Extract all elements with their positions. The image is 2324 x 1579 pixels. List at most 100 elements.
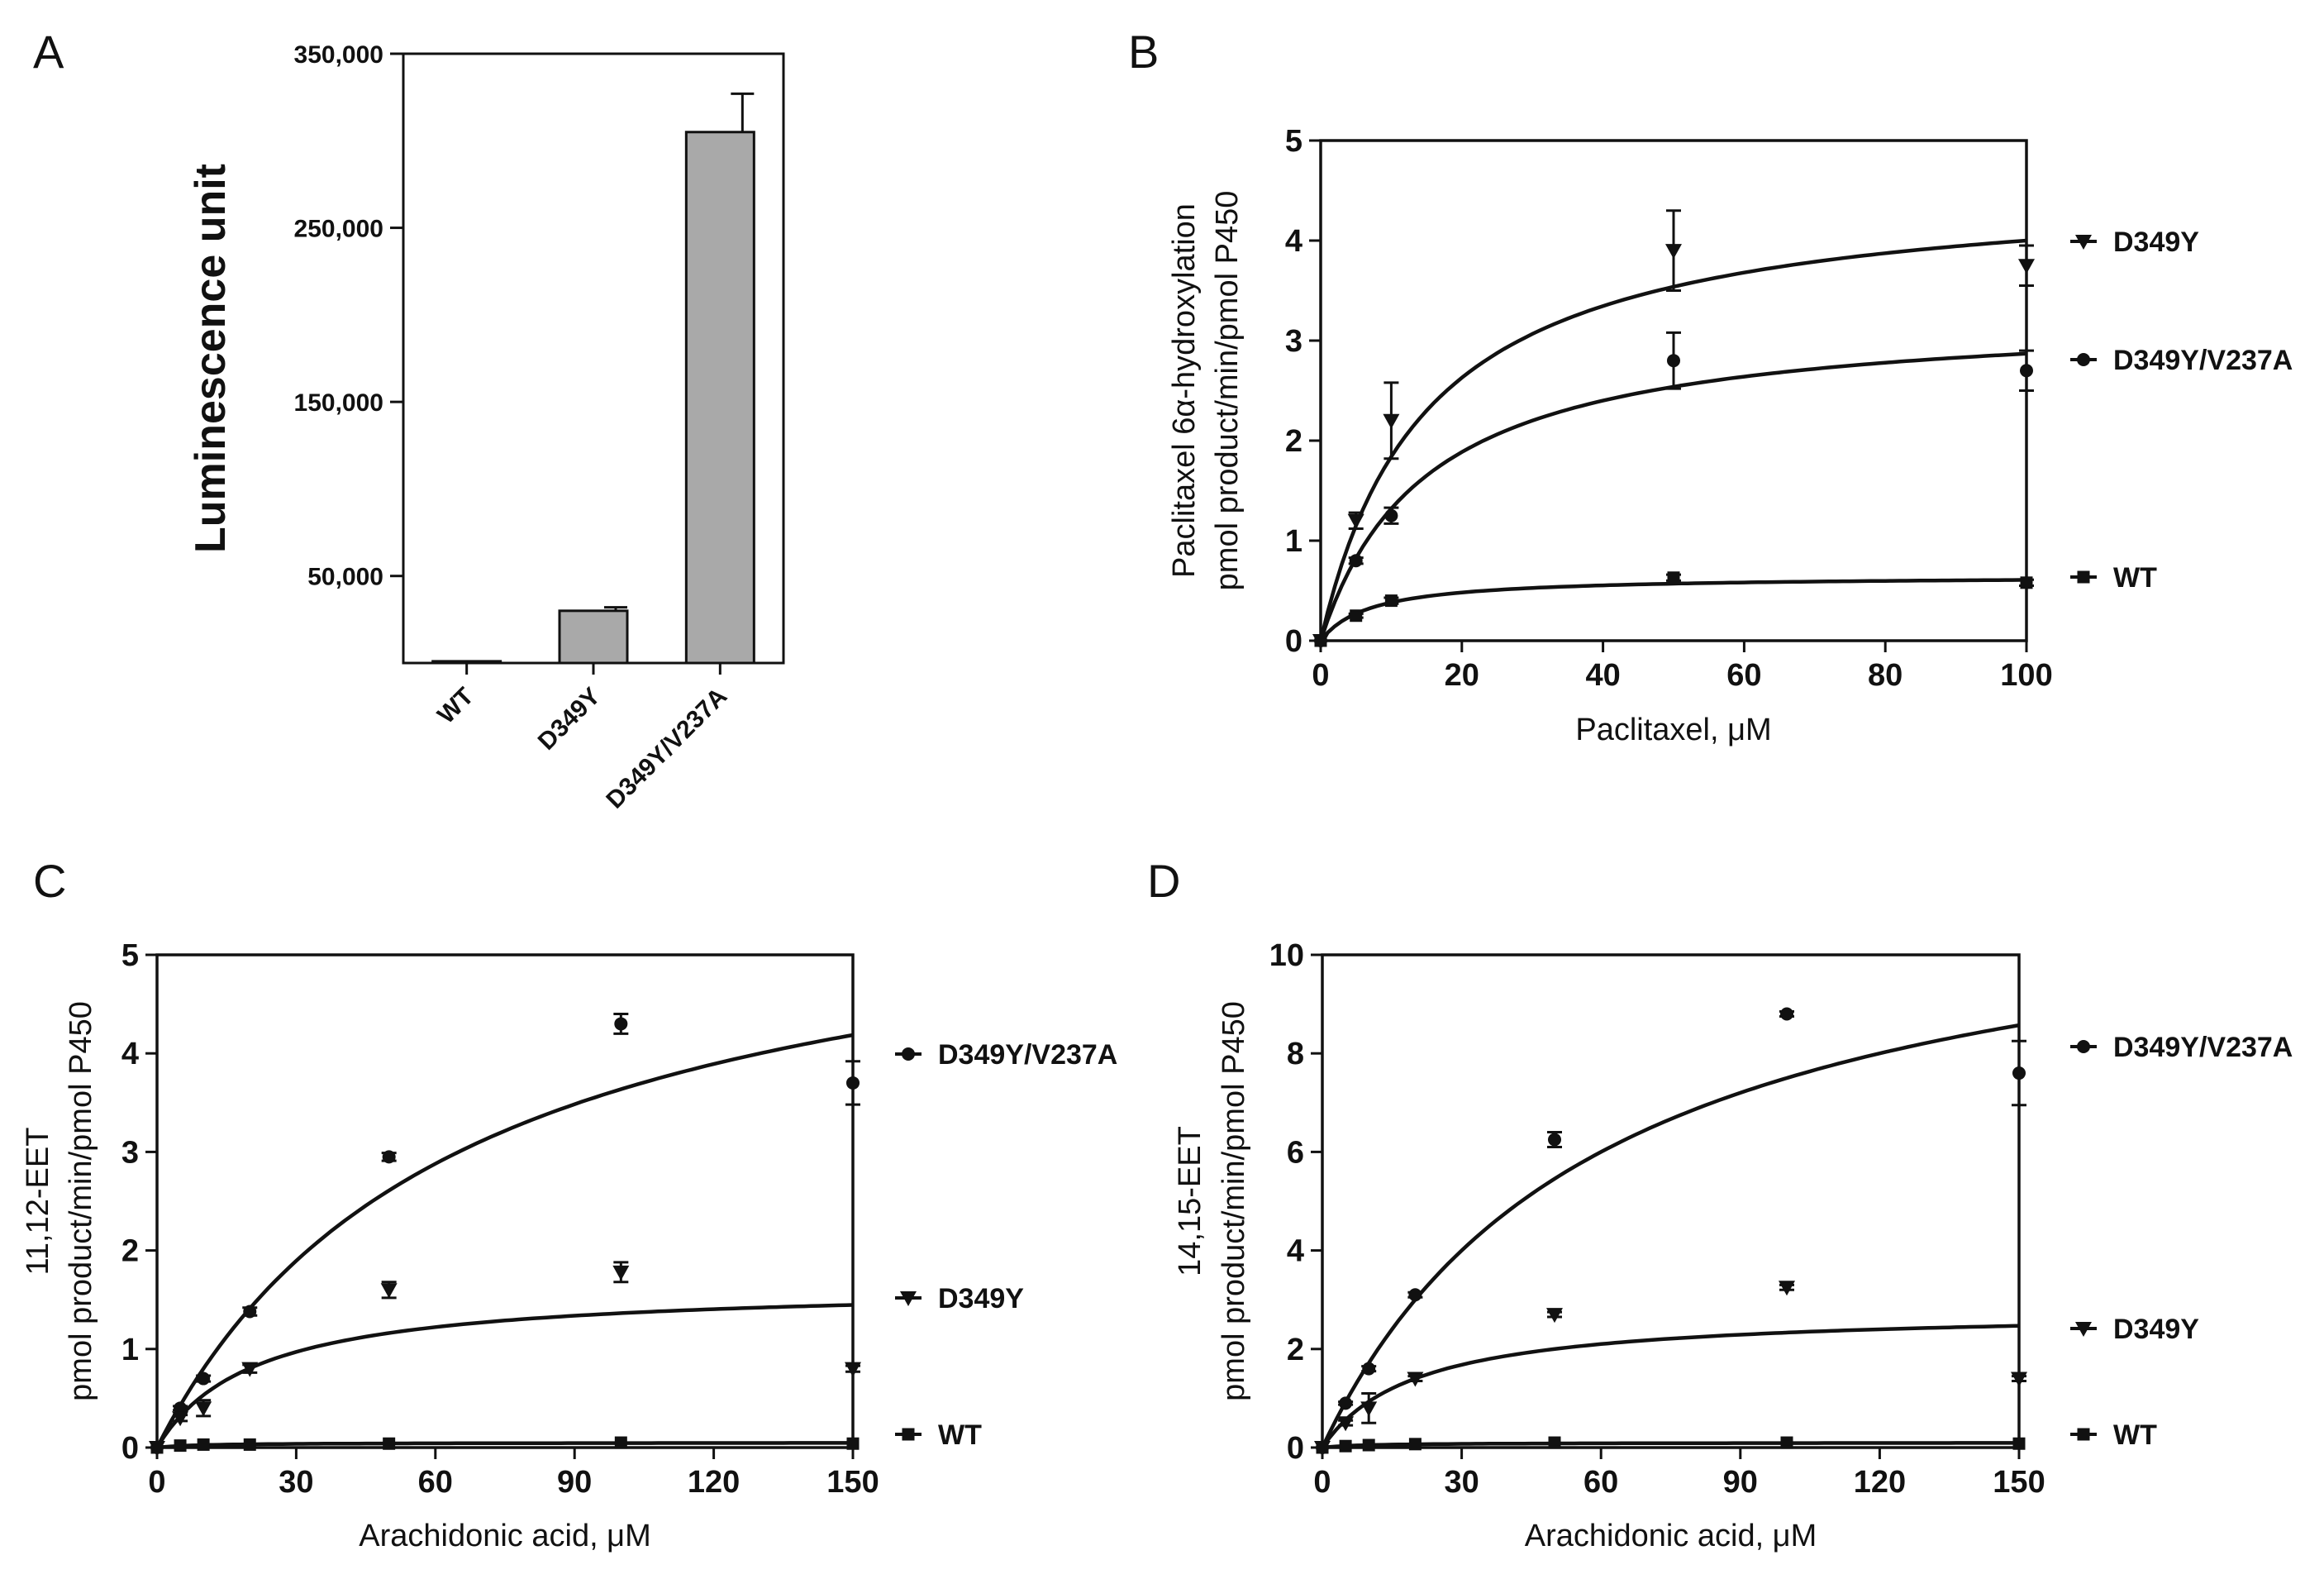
data-point-wt xyxy=(1362,1438,1375,1452)
data-point-d349y xyxy=(1337,1416,1355,1432)
legend-marker xyxy=(2077,353,2090,366)
y-axis-label: pmol product/min/pmol P450 xyxy=(64,1001,98,1401)
y-axis-label: Paclitaxel 6α-hydroxylation xyxy=(1167,203,1202,578)
series-d349y-v237a xyxy=(1316,1007,2026,1454)
x-tick-label: 90 xyxy=(1723,1465,1758,1500)
legend-label: D349Y/V237A xyxy=(2113,1032,2293,1063)
data-point-wt xyxy=(197,1438,210,1451)
x-axis-label: Arachidonic acid, μM xyxy=(1525,1519,1817,1553)
data-point-wt xyxy=(1314,634,1327,647)
data-point-d349y xyxy=(1546,1308,1563,1324)
y-axis-label: 14,15-EET xyxy=(1173,1126,1207,1276)
x-tick-label: 0 xyxy=(1312,658,1329,693)
series-wt xyxy=(1314,571,2034,647)
y-tick-label: 2 xyxy=(121,1234,139,1269)
x-tick-label: 60 xyxy=(1726,658,1761,693)
data-point-d349y-v237a xyxy=(197,1371,211,1386)
x-tick-label: 60 xyxy=(1583,1465,1618,1500)
x-tick-label: 30 xyxy=(1444,1465,1479,1500)
data-point-wt xyxy=(2012,1437,2026,1450)
panel-letter-c: C xyxy=(33,855,66,907)
data-point-d349y xyxy=(612,1265,630,1281)
data-point-d349y-v237a xyxy=(1384,508,1398,522)
y-tick-label: 4 xyxy=(121,1037,139,1071)
data-point-d349y-v237a xyxy=(846,1076,860,1090)
y-tick-label: 5 xyxy=(1285,124,1302,159)
legend-marker xyxy=(902,1047,915,1061)
y-tick-label: 250,000 xyxy=(294,216,383,243)
chart-d: 0 2 4 6 8 10 0 30 60 90 120 150 Arachidonic acid, μM… xyxy=(1173,938,2293,1553)
data-point-wt xyxy=(1350,609,1363,623)
y-tick-label: 4 xyxy=(1285,224,1302,259)
y-tick-label: 6 xyxy=(1287,1135,1304,1170)
data-point-d349y xyxy=(172,1411,189,1427)
legend-marker xyxy=(2077,1040,2090,1053)
series-d349y xyxy=(1312,209,2035,649)
x-tick-label: 120 xyxy=(1854,1465,1906,1500)
data-point-wt xyxy=(383,1437,396,1450)
series-wt xyxy=(150,1436,860,1454)
fit-curve-wt xyxy=(156,1441,853,1450)
y-tick-label: 2 xyxy=(1285,424,1302,459)
x-tick-label: 0 xyxy=(1313,1465,1331,1500)
y-tick-label: 4 xyxy=(1287,1234,1304,1269)
data-point-wt xyxy=(1548,1436,1561,1449)
x-tick-label: 30 xyxy=(279,1465,313,1500)
series-d349y-v237a xyxy=(150,1013,860,1454)
x-tick-label: 60 xyxy=(418,1465,453,1500)
data-point-wt xyxy=(846,1437,860,1450)
y-tick-label: 3 xyxy=(1285,324,1302,359)
data-point-wt xyxy=(1384,594,1398,608)
series-d349y-v237a xyxy=(1314,331,2034,647)
x-tick-label: 40 xyxy=(1585,658,1620,693)
data-point-d349y xyxy=(1383,413,1400,429)
y-tick-label: 1 xyxy=(1285,524,1302,559)
legend-entry-d349y-v237a: D349Y/V237A xyxy=(2070,345,2293,376)
chart-c: 0 1 2 3 4 5 0 30 60 90 120 150 Arachidonic acid, μM 1… xyxy=(21,938,1117,1553)
legend-entry-wt: WT xyxy=(2070,1419,2157,1451)
x-tick-label: 20 xyxy=(1445,658,1479,693)
data-point-d349y-v237a xyxy=(243,1305,257,1319)
legend-label: D349Y xyxy=(938,1283,1024,1314)
x-tick-label: 90 xyxy=(557,1465,592,1500)
data-point-d349y-v237a xyxy=(1548,1133,1561,1147)
data-point-wt xyxy=(243,1438,256,1451)
data-point-d349y xyxy=(845,1362,861,1377)
bar-d349y-v237a xyxy=(684,131,755,665)
data-point-d349y xyxy=(241,1362,259,1377)
plot-frame xyxy=(155,953,855,1449)
y-axis-label: 11,12-EET xyxy=(21,1128,55,1276)
plot-frame xyxy=(1321,953,2021,1449)
x-axis-label: Paclitaxel, μM xyxy=(1575,713,1771,747)
legend-entry-d349y: D349Y xyxy=(2070,227,2199,258)
y-tick-label: 0 xyxy=(121,1431,139,1466)
fit-curve-d349y-v237a xyxy=(155,1033,854,1449)
legend-marker xyxy=(2075,1322,2092,1337)
legend-entry-wt: WT xyxy=(895,1419,982,1451)
series-d349y xyxy=(1314,1281,2027,1456)
data-point-d349y xyxy=(380,1283,398,1299)
x-tick-label: D349Y/V237A xyxy=(601,683,732,814)
legend-label: WT xyxy=(2113,562,2157,594)
data-point-wt xyxy=(2020,576,2033,589)
data-point-wt xyxy=(1780,1436,1793,1449)
data-point-wt xyxy=(1408,1438,1422,1451)
y-tick-label: 1 xyxy=(121,1333,139,1367)
legend-entry-d349y: D349Y xyxy=(2070,1314,2199,1345)
data-point-d349y xyxy=(1347,513,1364,529)
data-point-d349y xyxy=(2018,259,2035,274)
fit-curve-d349y xyxy=(1321,1324,2020,1449)
y-tick-label: 3 xyxy=(121,1135,139,1170)
y-axis-label: pmol product/min/pmol P450 xyxy=(1217,1001,1251,1401)
series-wt xyxy=(1316,1436,2026,1454)
x-tick-label: 120 xyxy=(688,1465,740,1500)
data-point-d349y-v237a xyxy=(1339,1396,1353,1410)
legend-entry-d349y: D349Y xyxy=(895,1283,1024,1314)
y-tick-label: 5 xyxy=(121,938,139,973)
series-d349y xyxy=(149,1261,861,1456)
bar-d349y xyxy=(558,609,629,665)
legend-label: D349Y xyxy=(2113,1314,2199,1345)
legend-label: D349Y xyxy=(2113,227,2199,258)
legend-entry-d349y-v237a: D349Y/V237A xyxy=(895,1039,1117,1071)
